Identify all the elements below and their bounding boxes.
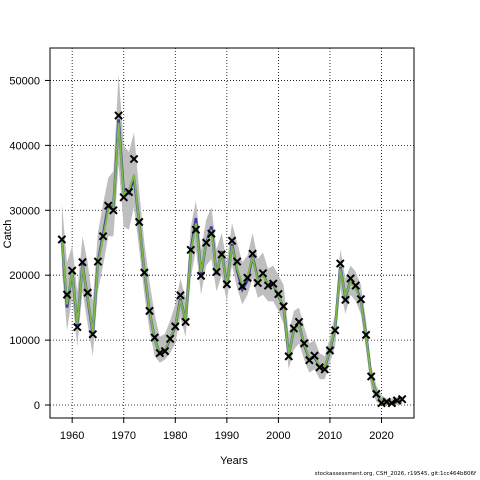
observed-point — [124, 187, 134, 197]
observed-point — [83, 288, 92, 298]
y-tick-label: 10000 — [9, 335, 40, 347]
observed-point — [248, 249, 257, 259]
x-tick-label: 1960 — [60, 430, 84, 442]
observed-point — [310, 351, 319, 360]
x-axis-title: Years — [220, 455, 248, 467]
observed-point — [207, 229, 216, 238]
observed-point — [274, 289, 283, 299]
x-tick-label: 1990 — [215, 430, 239, 442]
observed-point — [134, 217, 144, 227]
observed-point — [165, 334, 175, 344]
observed-point — [114, 111, 123, 120]
observed-point — [263, 281, 273, 290]
x-tick-label: 2000 — [266, 430, 290, 442]
y-tick-label: 40000 — [9, 140, 40, 152]
observed-point — [176, 291, 185, 300]
x-tick-label: 2020 — [369, 430, 393, 442]
observed-point — [325, 346, 335, 355]
y-tick-label: 30000 — [9, 205, 40, 217]
observed-point — [253, 278, 263, 288]
observed-point — [299, 339, 309, 348]
observed-point — [284, 352, 294, 361]
observed-point — [315, 363, 324, 372]
observed-points — [57, 111, 407, 408]
observed-point — [397, 394, 407, 404]
x-tick-label: 1980 — [163, 430, 187, 442]
observed-point — [361, 330, 371, 340]
observed-point — [372, 389, 381, 399]
observed-point — [145, 306, 154, 316]
observed-point — [335, 259, 345, 268]
observed-point — [129, 154, 139, 164]
observed-point — [238, 281, 247, 291]
observed-point — [140, 268, 149, 277]
observed-point — [346, 274, 355, 283]
observed-point — [67, 266, 77, 275]
observed-point — [268, 279, 278, 288]
observed-point — [191, 225, 201, 235]
observed-point — [366, 372, 376, 381]
y-axis: 0 10000 20000 30000 40000 50000 — [9, 75, 50, 412]
observed-point — [217, 250, 226, 259]
observed-point — [341, 295, 350, 305]
observed-point — [222, 279, 232, 289]
observed-point — [181, 317, 190, 327]
observed-point — [258, 268, 268, 278]
observed-point — [109, 205, 118, 215]
observed-point — [88, 329, 98, 339]
observed-point — [294, 317, 304, 327]
observed-point — [351, 281, 361, 290]
y-tick-label: 50000 — [9, 75, 40, 87]
observed-point — [186, 245, 196, 255]
observed-point — [212, 267, 221, 277]
credit-text: stockassessment.org, CSH_2026, r19545, g… — [314, 471, 476, 477]
observed-point — [227, 236, 237, 246]
observed-point — [160, 346, 170, 356]
observed-point — [73, 322, 82, 332]
observed-point — [279, 302, 288, 311]
observed-point — [387, 398, 397, 408]
observed-point — [78, 257, 87, 267]
observed-point — [356, 294, 366, 304]
x-axis: 1960 1970 1980 1990 2000 2010 2020 — [60, 418, 394, 442]
y-tick-label: 20000 — [9, 270, 40, 282]
x-tick-label: 1970 — [111, 430, 135, 442]
y-axis-title: Catch — [2, 220, 14, 249]
observed-point — [57, 235, 67, 244]
observed-point — [232, 257, 242, 266]
observed-point — [93, 257, 103, 266]
observed-point — [98, 231, 108, 241]
series-line-green — [60, 122, 403, 405]
observed-point — [196, 271, 206, 281]
observed-point — [62, 290, 72, 299]
observed-point — [243, 273, 252, 283]
observed-point — [320, 365, 330, 374]
observed-point — [330, 326, 340, 335]
x-tick-label: 2010 — [318, 430, 342, 442]
observed-point — [155, 348, 165, 358]
observed-point — [170, 322, 180, 331]
plot-frame — [49, 47, 415, 419]
y-tick-label: 0 — [34, 400, 40, 412]
observed-point — [201, 238, 211, 248]
observed-point — [150, 333, 159, 342]
